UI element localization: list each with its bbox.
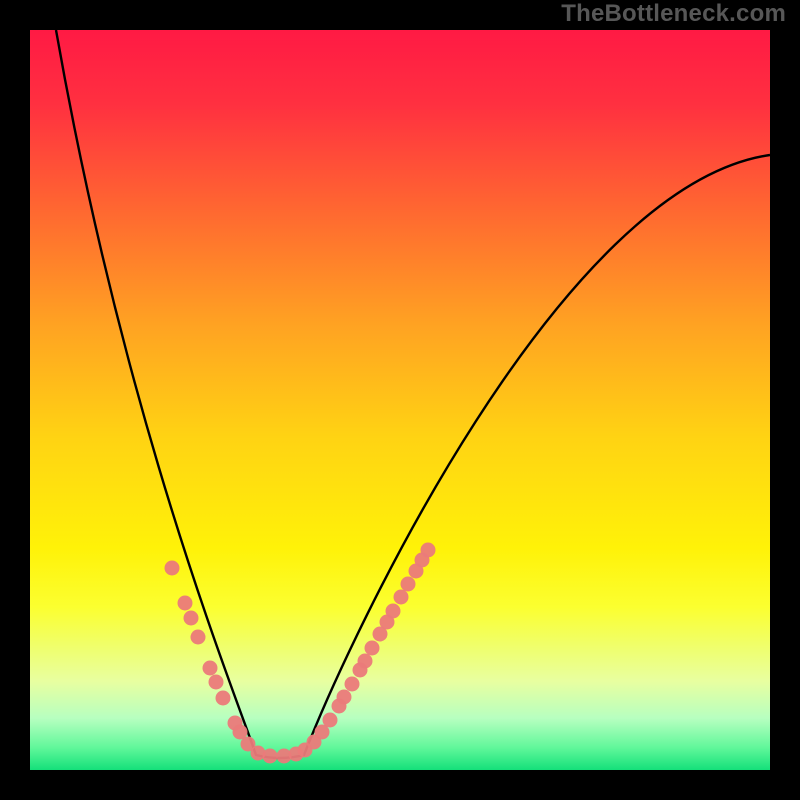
marker-dot	[209, 675, 224, 690]
marker-dot	[337, 690, 352, 705]
marker-dot	[165, 561, 180, 576]
marker-dot	[216, 691, 231, 706]
marker-dot	[345, 677, 360, 692]
marker-dot	[184, 611, 199, 626]
marker-dot	[323, 713, 338, 728]
marker-dot	[421, 543, 436, 558]
gradient-panel	[30, 30, 770, 770]
marker-dot	[263, 749, 278, 764]
watermark-text: TheBottleneck.com	[561, 0, 786, 28]
marker-dot	[358, 654, 373, 669]
bottleneck-chart	[0, 0, 800, 800]
marker-dot	[191, 630, 206, 645]
marker-dot	[365, 641, 380, 656]
marker-dot	[401, 577, 416, 592]
marker-dot	[203, 661, 218, 676]
marker-dot	[394, 590, 409, 605]
chart-stage: TheBottleneck.com	[0, 0, 800, 800]
marker-dot	[386, 604, 401, 619]
marker-dot	[178, 596, 193, 611]
